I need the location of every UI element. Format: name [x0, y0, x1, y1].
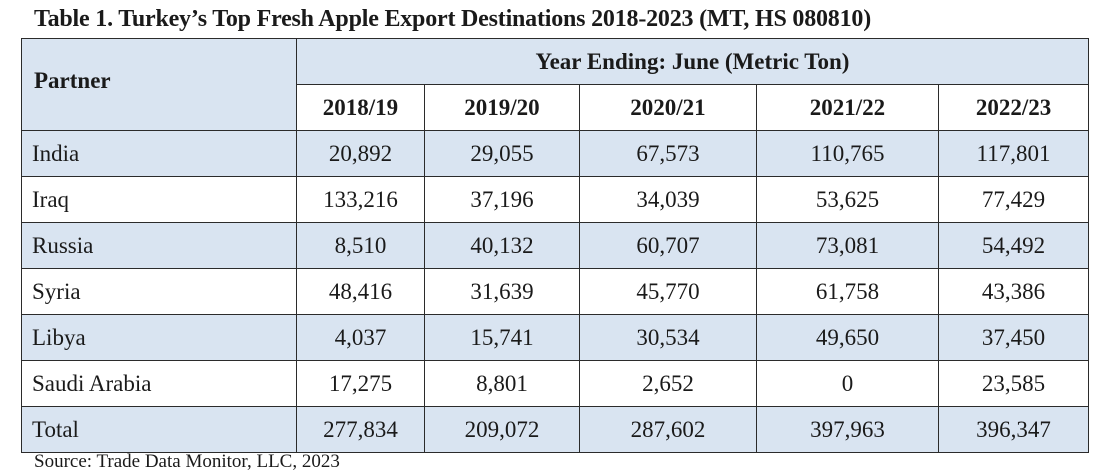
value-cell: 60,707: [579, 222, 757, 269]
table-title: Table 1. Turkey’s Top Fresh Apple Export…: [34, 6, 871, 32]
value-cell: 77,429: [937, 176, 1090, 223]
value-cell: 34,039: [579, 176, 757, 223]
total-value-cell: 397,963: [756, 406, 939, 453]
year-header: 2021/22: [756, 84, 939, 131]
year-header: 2022/23: [937, 84, 1090, 131]
value-cell: 23,585: [937, 360, 1090, 407]
value-cell: 15,741: [424, 314, 580, 361]
value-cell: 54,492: [937, 222, 1090, 269]
export-table: Partner Year Ending: June (Metric Ton) 2…: [21, 38, 1090, 453]
value-cell: 37,450: [937, 314, 1090, 361]
year-header: 2020/21: [579, 84, 757, 131]
value-cell: 43,386: [937, 268, 1090, 315]
value-cell: 49,650: [756, 314, 939, 361]
value-cell: 4,037: [296, 314, 425, 361]
partner-cell: Syria: [21, 268, 297, 315]
value-cell: 133,216: [296, 176, 425, 223]
table-row: India 20,892 29,055 67,573 110,765 117,8…: [21, 130, 1090, 177]
value-cell: 40,132: [424, 222, 580, 269]
value-cell: 31,639: [424, 268, 580, 315]
value-cell: 2,652: [579, 360, 757, 407]
year-span-header: Year Ending: June (Metric Ton): [295, 38, 1090, 85]
year-header: 2019/20: [424, 84, 580, 131]
value-cell: 20,892: [296, 130, 425, 177]
partner-cell: Libya: [21, 314, 297, 361]
table-row: Syria 48,416 31,639 45,770 61,758 43,386: [21, 268, 1090, 315]
table-row: Russia 8,510 40,132 60,707 73,081 54,492: [21, 222, 1090, 269]
value-cell: 45,770: [579, 268, 757, 315]
table-row: Saudi Arabia 17,275 8,801 2,652 0 23,585: [21, 360, 1090, 407]
value-cell: 29,055: [424, 130, 580, 177]
value-cell: 61,758: [756, 268, 939, 315]
source-note: Source: Trade Data Monitor, LLC, 2023: [34, 451, 340, 472]
partner-header: Partner: [21, 38, 297, 131]
partner-cell: India: [21, 130, 297, 177]
total-label-cell: Total: [21, 406, 297, 453]
value-cell: 48,416: [296, 268, 425, 315]
value-cell: 117,801: [937, 130, 1090, 177]
value-cell: 53,625: [756, 176, 939, 223]
year-header: 2018/19: [296, 84, 425, 131]
value-cell: 110,765: [756, 130, 939, 177]
value-cell: 8,801: [424, 360, 580, 407]
value-cell: 67,573: [579, 130, 757, 177]
value-cell: 0: [756, 360, 939, 407]
value-cell: 8,510: [296, 222, 425, 269]
partner-cell: Russia: [21, 222, 297, 269]
table-row: Libya 4,037 15,741 30,534 49,650 37,450: [21, 314, 1090, 361]
partner-cell: Iraq: [21, 176, 297, 223]
table-row: Iraq 133,216 37,196 34,039 53,625 77,429: [21, 176, 1090, 223]
total-row: Total 277,834 209,072 287,602 397,963 39…: [21, 406, 1090, 453]
total-value-cell: 396,347: [937, 406, 1090, 453]
value-cell: 73,081: [756, 222, 939, 269]
value-cell: 30,534: [579, 314, 757, 361]
total-value-cell: 209,072: [424, 406, 580, 453]
value-cell: 37,196: [424, 176, 580, 223]
total-value-cell: 287,602: [579, 406, 757, 453]
total-value-cell: 277,834: [296, 406, 425, 453]
partner-cell: Saudi Arabia: [21, 360, 297, 407]
value-cell: 17,275: [296, 360, 425, 407]
